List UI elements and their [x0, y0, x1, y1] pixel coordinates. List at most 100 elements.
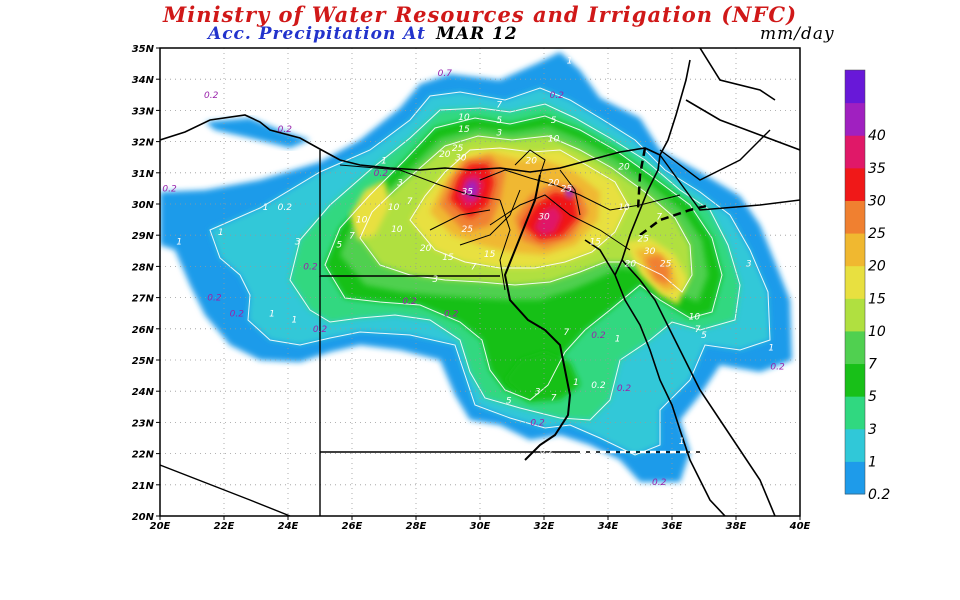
lat-tick-label: 34N	[132, 75, 155, 86]
lon-tick-label: 32E	[534, 521, 555, 532]
lat-tick-label: 31N	[132, 169, 155, 180]
dashed-border	[636, 147, 711, 236]
contour-label: 5	[496, 116, 502, 126]
contour-label: 1	[292, 316, 298, 326]
contour-label: 20	[548, 178, 560, 188]
lat-tick-label: 30N	[132, 200, 155, 211]
legend-level-label: 7	[868, 357, 877, 373]
lat-tick-label: 23N	[132, 418, 155, 429]
lat-tick-label: 29N	[132, 231, 155, 242]
contour-label: 1	[263, 203, 269, 213]
contour-label: 7	[656, 213, 662, 223]
legend-swatch	[845, 461, 865, 495]
contour-label: 0.2	[303, 263, 318, 273]
political-borders	[160, 129, 800, 516]
contour-label: 30	[644, 247, 656, 257]
contour-label: 7	[407, 197, 413, 207]
contour-label: 0.7	[438, 69, 453, 79]
legend-level-label: 35	[868, 161, 886, 177]
lat-tick-label: 25N	[132, 356, 155, 367]
contour-label: 10	[458, 113, 470, 123]
contour-label: 5	[506, 397, 512, 407]
date-label: MAR 12	[435, 24, 518, 44]
contour-label: 1	[768, 344, 774, 354]
contour-label: 10	[618, 203, 630, 213]
lat-tick-label: 35N	[132, 44, 155, 55]
contour-fill-15-west	[350, 180, 390, 240]
contour-label: 0.2	[230, 309, 245, 319]
contour-label: 0.2	[204, 91, 219, 101]
contour-label: 20	[618, 163, 630, 173]
contour-label: 0.2	[591, 381, 606, 391]
lat-tick-label: 24N	[132, 387, 155, 398]
lon-tick-label: 36E	[662, 521, 683, 532]
contour-label: 0.2	[278, 203, 293, 213]
contour-label: 0.2	[162, 185, 177, 195]
legend-level-label: 15	[868, 291, 886, 307]
legend-swatch	[845, 265, 865, 299]
legend-swatch	[845, 363, 865, 397]
lon-tick-label: 38E	[726, 521, 747, 532]
contour-label: 20	[420, 244, 432, 254]
contour-label: 20	[625, 259, 637, 269]
legend-swatch	[845, 396, 865, 430]
legend-level-label: 3	[868, 422, 877, 438]
legend-level-label: 40	[868, 128, 886, 144]
coastline	[160, 48, 800, 516]
contour-label: 25	[452, 144, 464, 154]
contour-label: 30	[538, 213, 550, 223]
legend-level-label: 0.2	[868, 487, 890, 503]
legend-swatch	[845, 330, 865, 365]
contour-label: 10	[391, 225, 403, 235]
contour-label: 7	[695, 325, 701, 335]
legend-swatch	[845, 70, 865, 104]
contour-label: 25	[660, 259, 672, 269]
subtitle-label: Acc. Precipitation At	[208, 24, 426, 44]
contour-label: 30	[455, 153, 467, 163]
contour-label: 15	[484, 250, 496, 260]
contour-label: 25	[561, 185, 573, 195]
lat-tick-label: 33N	[132, 106, 155, 117]
lon-tick-label: 22E	[214, 521, 235, 532]
contour-label: 1	[381, 156, 387, 166]
contour-label: 0.2	[617, 384, 632, 394]
contour-label: 15	[589, 238, 601, 248]
map-subtitle: Acc. Precipitation At MAR 12	[208, 24, 518, 44]
contour-fill-40	[464, 180, 478, 200]
contour-label: 0.2	[313, 325, 328, 335]
contour-label: 3	[295, 238, 301, 248]
contour-label: 7	[551, 394, 557, 404]
contour-label: 0.2	[770, 362, 785, 372]
contour-label: 7	[496, 100, 502, 110]
contour-label: 1	[615, 334, 621, 344]
lat-tick-label: 21N	[132, 481, 155, 492]
lat-tick-label: 28N	[132, 262, 155, 273]
lon-tick-label: 30E	[470, 521, 491, 532]
contour-fill-35-c	[534, 205, 562, 236]
contour-label: 10	[548, 135, 560, 145]
lat-tick-label: 26N	[132, 325, 155, 336]
map-grid: 20E 22E 24E 26E 28E 30E 32E 34E 36E 38E 40E 20N 21N 2…	[132, 44, 811, 532]
contour-label: 7	[564, 328, 570, 338]
contour-label: 10	[388, 203, 400, 213]
legend-swatch	[845, 233, 865, 267]
map-title: Ministry of Water Resources and Irrigati…	[162, 2, 798, 27]
contour-label: 3	[746, 259, 752, 269]
contour-label: 0.2	[550, 91, 565, 101]
lon-tick-label: 24E	[278, 521, 299, 532]
contour-label: 3	[397, 178, 403, 188]
contour-label: 0.2	[444, 309, 459, 319]
contour-label: 10	[356, 216, 368, 226]
contour-label: 25	[461, 225, 473, 235]
lon-tick-label: 34E	[598, 521, 619, 532]
legend-swatch	[845, 200, 865, 234]
contour-label: 1	[269, 309, 275, 319]
contour-label: 1	[176, 238, 182, 248]
nile-river	[503, 174, 572, 461]
contour-label: 5	[701, 331, 707, 341]
legend-frame	[844, 69, 866, 495]
lat-tick-label: 22N	[132, 450, 155, 461]
contour-label: 5	[551, 116, 557, 126]
contour-label: 7	[471, 263, 477, 273]
